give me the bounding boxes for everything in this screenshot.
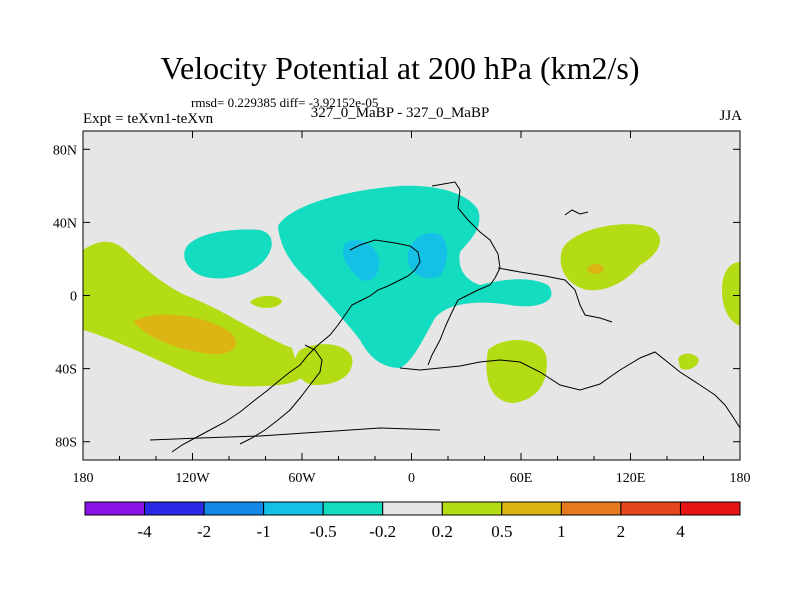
y-tick-label-1: 40N (53, 216, 77, 231)
coastline-americas (171, 239, 421, 453)
colorbar-label-8: 2 (617, 522, 626, 541)
colorbar-swatch-9 (620, 501, 681, 516)
colorbar-swatch-5 (382, 501, 443, 516)
colorbar-label-9: 4 (676, 522, 685, 541)
colorbar: -4 -2 -1 -0.5 -0.2 0.2 0.5 1 2 4 (84, 501, 741, 541)
y-tick-label-3: 40S (55, 363, 77, 378)
colorbar-label-4: -0.2 (369, 522, 396, 541)
coastline-antarctica (399, 351, 740, 429)
colorbar-swatch-1 (144, 501, 205, 516)
contour-positive-dateline-east (722, 262, 740, 326)
contour-high-southwest-pacific (133, 314, 237, 355)
axes: 180 120W 60W 0 60E 120E 180 80N 40N 0 40S 80S (53, 131, 751, 486)
colorbar-label-1: -2 (197, 522, 211, 541)
colorbar-label-0: -4 (137, 522, 152, 541)
contour-positive-asia (560, 224, 661, 291)
x-tick-label-4: 60E (510, 471, 533, 486)
x-tick-label-2: 60W (288, 471, 316, 486)
colorbar-label-3: -0.5 (310, 522, 337, 541)
x-tick-label-6: 180 (730, 471, 751, 486)
contour-fields (83, 181, 740, 453)
colorbar-swatch-2 (203, 501, 265, 516)
contour-negative-north-pacific (184, 229, 272, 279)
y-tick-label-4: 80S (55, 436, 77, 451)
colorbar-swatch-0 (84, 501, 146, 516)
contour-positive-australia-east (678, 353, 699, 370)
colorbar-label-6: 0.5 (491, 522, 512, 541)
x-tick-label-5: 120E (616, 471, 646, 486)
x-tick-label-3: 0 (408, 471, 415, 486)
coastline-africa-europe (427, 181, 501, 366)
chart-title: Velocity Potential at 200 hPa (km2/s) (160, 50, 640, 86)
colorbar-swatch-10 (679, 501, 741, 516)
y-tick-label-2: 0 (70, 290, 77, 305)
coastlines (149, 181, 740, 453)
contour-negative-central (278, 185, 552, 368)
contour-positive-southwest-pacific (83, 241, 303, 387)
contour-positive-north-pacific-blob (250, 295, 282, 308)
contour-negative-small-blob (368, 296, 378, 304)
colorbar-swatch-4 (322, 501, 384, 516)
contour-positive-east-indian (486, 339, 547, 403)
stats-line: rmsd= 0.229385 diff= -3.92152e-05 (191, 95, 379, 110)
coastline-asia (497, 267, 613, 323)
contour-high-asia (587, 263, 604, 275)
coastline-south-america-inner (239, 344, 323, 445)
colorbar-swatch-3 (263, 501, 324, 516)
case-label: 327_0_MaBP - 327_0_MaBP (310, 105, 490, 121)
contour-low-americas (343, 240, 380, 281)
experiment-label: Expt = teXvn1-teXvn (83, 111, 214, 127)
colorbar-label-5: 0.2 (432, 522, 453, 541)
coastline-east-asia-islands (564, 209, 589, 216)
x-tick-label-1: 120W (175, 471, 210, 486)
colorbar-swatch-7 (501, 501, 562, 516)
colorbar-label-7: 1 (557, 522, 566, 541)
colorbar-label-2: -1 (257, 522, 271, 541)
contour-low-africa (408, 232, 448, 279)
y-tick-label-0: 80N (53, 143, 77, 158)
colorbar-swatch-6 (441, 501, 503, 516)
coastline-antarctic-south (149, 427, 441, 441)
x-tick-label-0: 180 (73, 471, 94, 486)
colorbar-swatch-8 (560, 501, 622, 516)
season-label: JJA (719, 108, 742, 124)
